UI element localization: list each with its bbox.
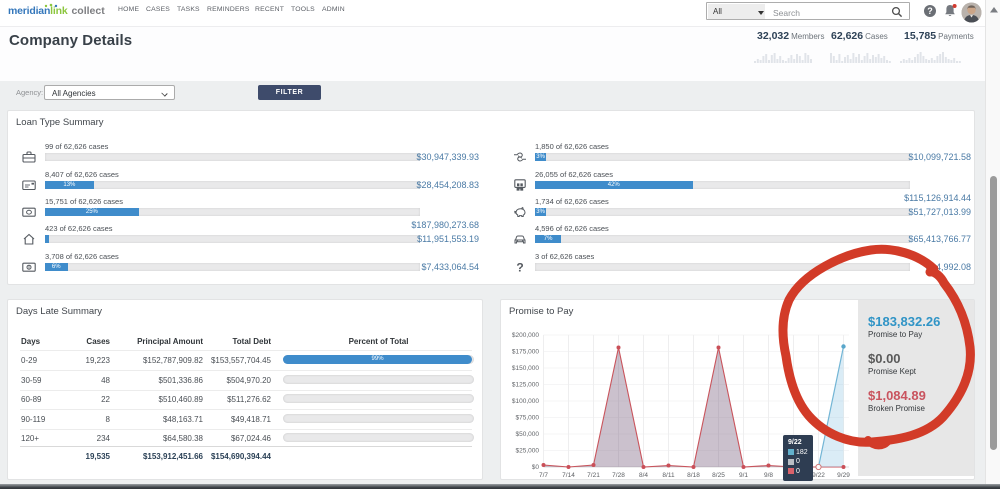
svg-text:$175,000: $175,000 (512, 349, 539, 356)
svg-text:8/4: 8/4 (639, 472, 648, 479)
svg-text:9/29: 9/29 (837, 472, 850, 479)
svg-text:$100,000: $100,000 (512, 398, 539, 405)
svg-text:9/1: 9/1 (739, 472, 748, 479)
svg-text:$200,000: $200,000 (512, 332, 539, 339)
svg-text:9/22: 9/22 (812, 472, 825, 479)
svg-text:7/21: 7/21 (587, 472, 600, 479)
svg-text:$0: $0 (532, 464, 540, 471)
svg-text:$50,000: $50,000 (516, 431, 540, 438)
svg-text:$25,000: $25,000 (516, 448, 540, 455)
svg-text:8/11: 8/11 (662, 472, 675, 479)
svg-text:7/28: 7/28 (612, 472, 625, 479)
svg-text:8/18: 8/18 (687, 472, 700, 479)
svg-text:$75,000: $75,000 (516, 415, 540, 422)
svg-text:7/14: 7/14 (562, 472, 575, 479)
svg-text:9/8: 9/8 (764, 472, 773, 479)
svg-text:?: ? (516, 261, 523, 275)
svg-text:$150,000: $150,000 (512, 365, 539, 372)
svg-text:$125,000: $125,000 (512, 382, 539, 389)
svg-text:7/7: 7/7 (539, 472, 548, 479)
svg-text:8/25: 8/25 (712, 472, 725, 479)
svg-text:?: ? (927, 6, 933, 16)
